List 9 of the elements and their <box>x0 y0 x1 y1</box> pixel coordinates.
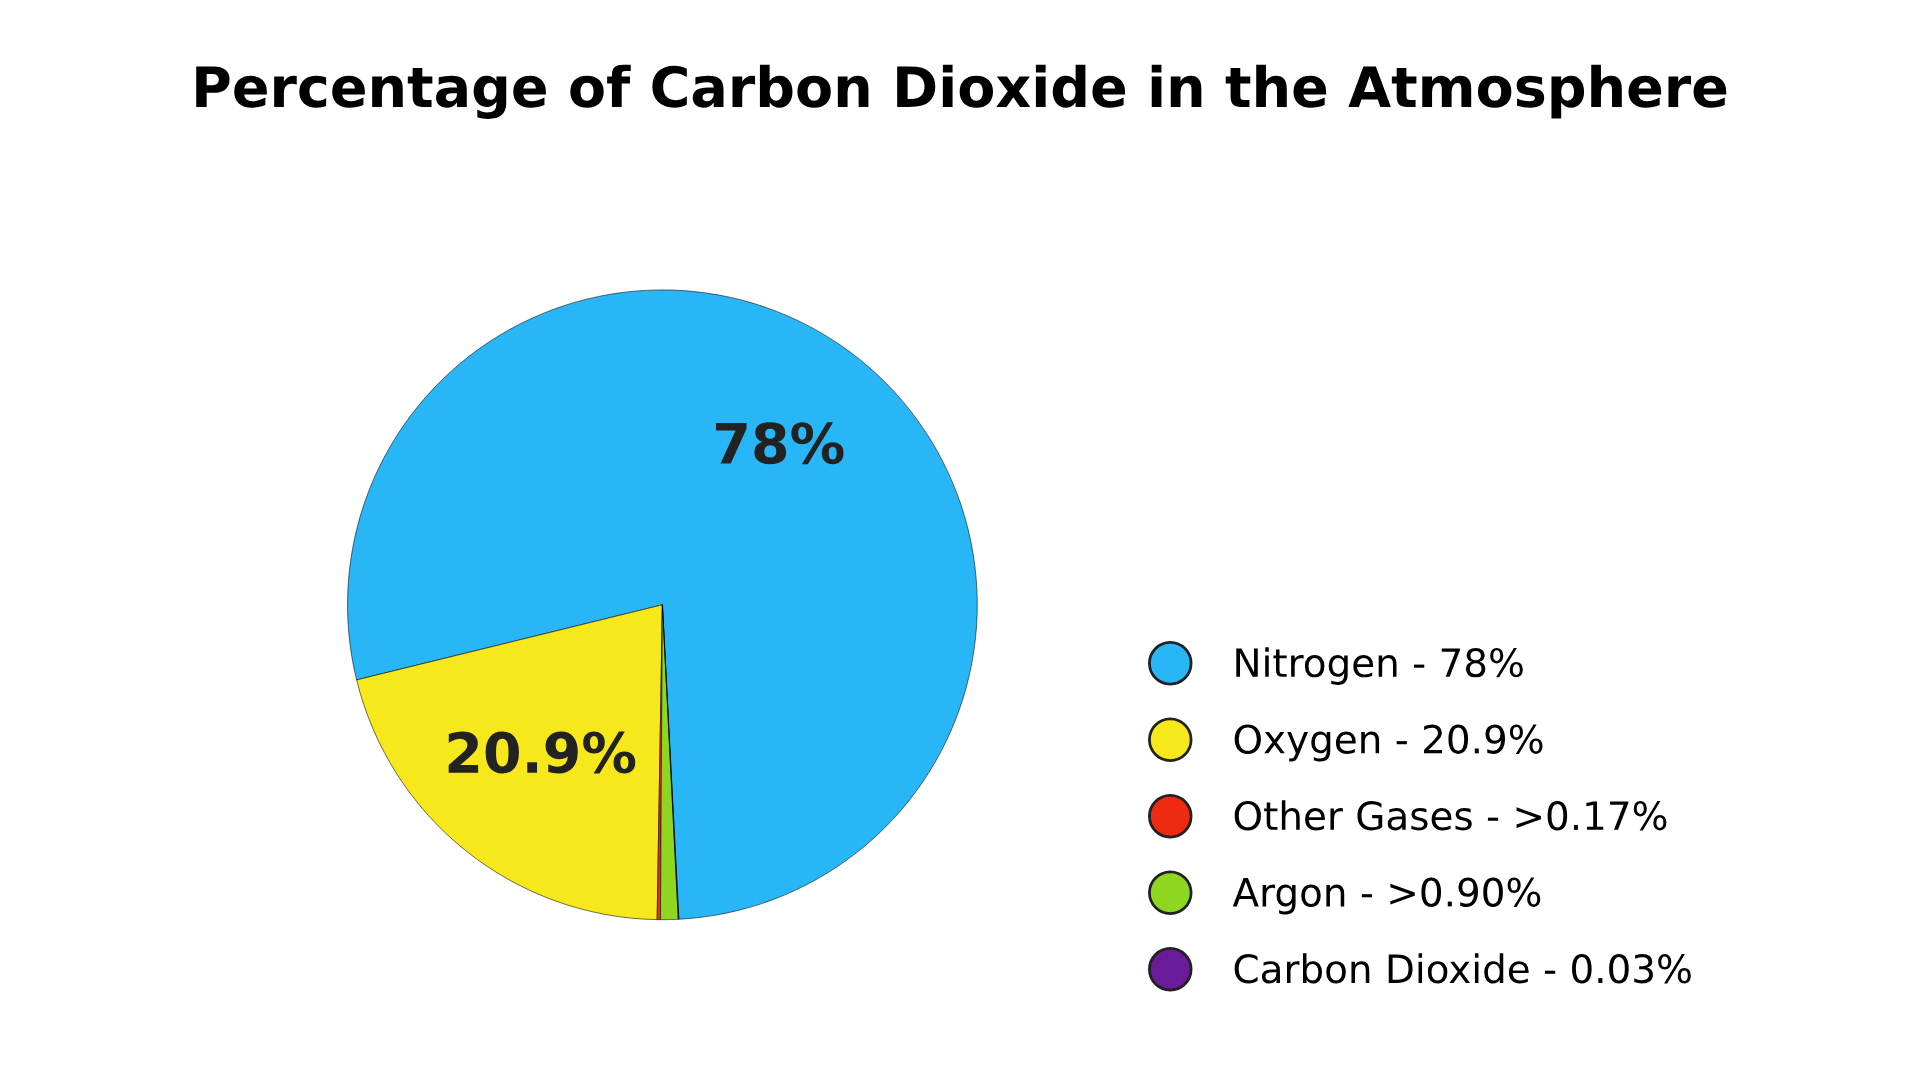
legend-label: Other Gases - >0.17% <box>1234 800 1667 831</box>
data-label: 20.9% <box>448 731 636 774</box>
legend-label: Carbon Dioxide - 0.03% <box>1234 953 1691 984</box>
data-label: 78% <box>716 422 844 465</box>
legend-label: Argon - >0.90% <box>1232 877 1541 915</box>
chart-title: Percentage of Carbon Dioxide in the Atmosphere <box>196 64 1727 119</box>
pie-slice <box>347 289 978 920</box>
legend-label: Nitrogen - 78% <box>1236 647 1523 685</box>
legend-label: Oxygen - 20.9% <box>1234 724 1543 762</box>
